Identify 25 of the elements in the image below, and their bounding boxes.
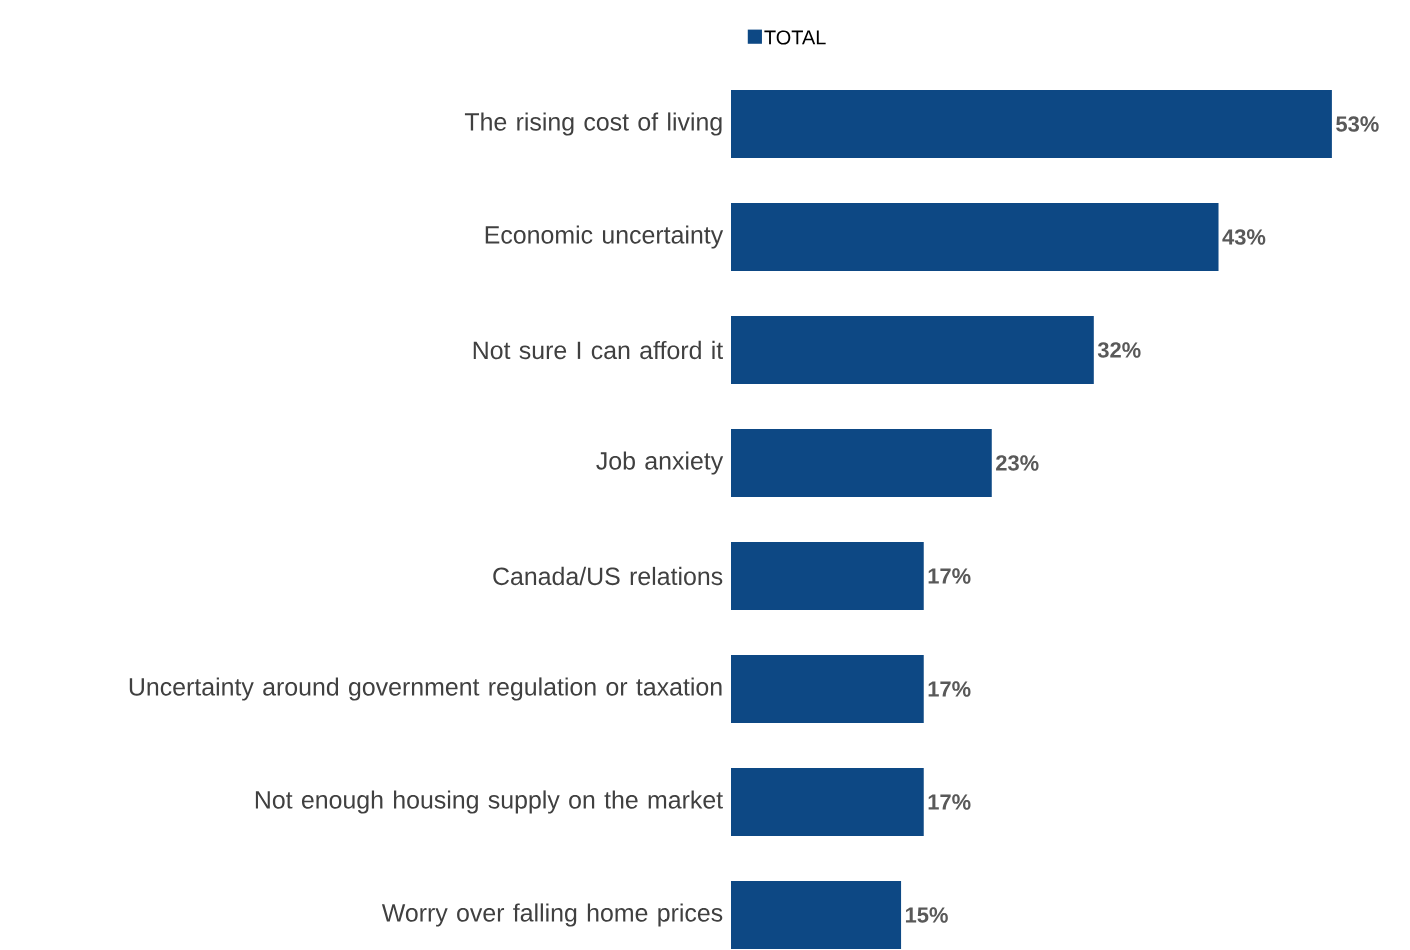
data-label: 17% bbox=[928, 681, 971, 697]
bar bbox=[731, 767, 924, 836]
bar bbox=[731, 541, 924, 610]
y-tick-label: Economic uncertainty bbox=[485, 225, 724, 249]
bar bbox=[731, 654, 924, 723]
bar bbox=[731, 429, 992, 497]
legend-label: TOTAL bbox=[764, 30, 826, 45]
y-tick-label: Not sure I can afford it bbox=[473, 340, 723, 360]
bar bbox=[731, 880, 902, 949]
data-label: 43% bbox=[1222, 229, 1266, 245]
y-tick-label: Job anxiety bbox=[596, 451, 724, 475]
bar bbox=[731, 203, 1219, 271]
data-label: 17% bbox=[928, 568, 971, 584]
y-tick-label: Worry over falling home prices bbox=[381, 903, 723, 927]
bar bbox=[731, 316, 1094, 384]
y-tick-label: The rising cost of living bbox=[464, 112, 722, 136]
data-label: 17% bbox=[928, 794, 971, 810]
data-label: 53% bbox=[1336, 116, 1379, 132]
data-label: 32% bbox=[1097, 342, 1141, 358]
y-tick-label: Canada/US relations bbox=[493, 566, 723, 586]
data-label: 23% bbox=[996, 455, 1039, 471]
bar bbox=[731, 90, 1332, 159]
y-tick-label: Not enough housing supply on the market bbox=[255, 790, 723, 814]
y-tick-label: Uncertainty around government regulation or taxation bbox=[129, 677, 722, 701]
data-label: 15% bbox=[905, 907, 948, 923]
